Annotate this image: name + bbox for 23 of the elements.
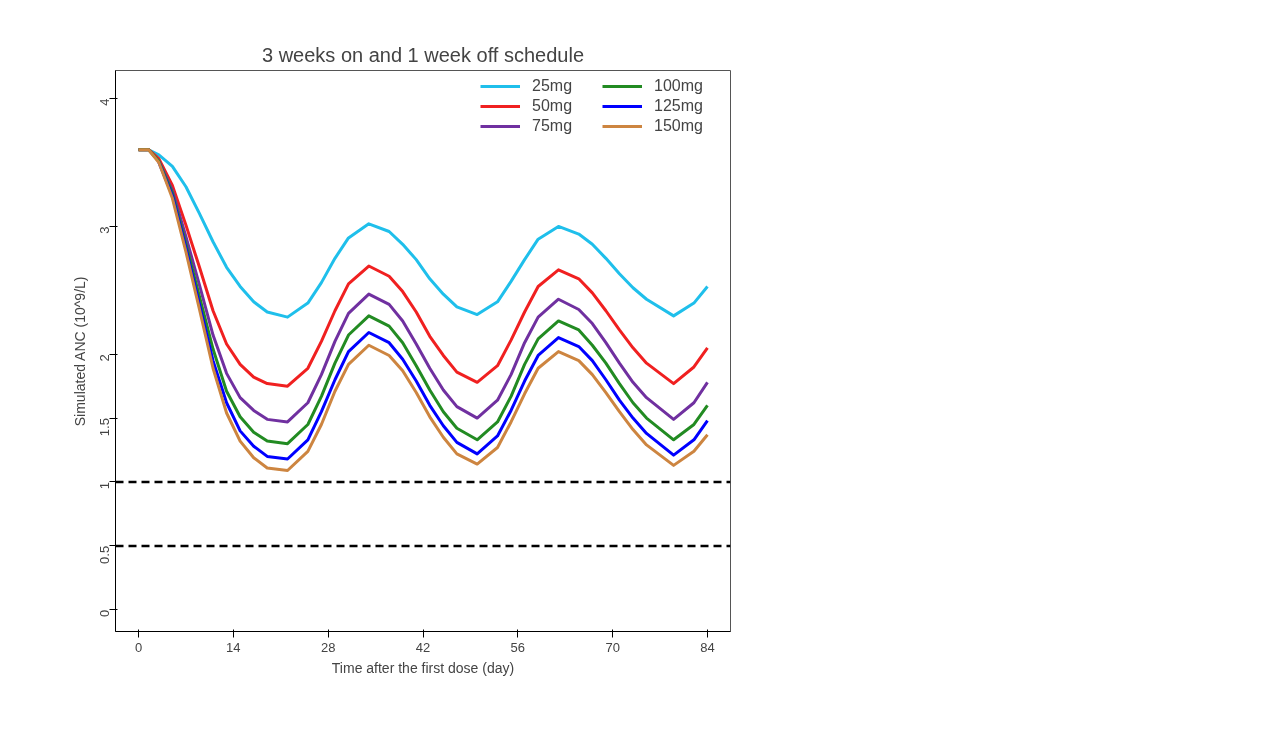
x-axis-title: Time after the first dose (day): [331, 659, 515, 676]
y-tick-label: 2: [97, 354, 112, 362]
legend-label: 150mg: [654, 117, 704, 135]
x-tick-label: 28: [320, 639, 336, 655]
x-tick-label: 84: [700, 639, 715, 655]
y-tick-label: 0: [97, 609, 112, 618]
y-tick-label: 4: [97, 98, 112, 106]
legend-label: 25mg: [532, 77, 574, 95]
legend-label: 50mg: [532, 97, 574, 115]
x-tick-label: 70: [605, 639, 620, 655]
y-tick-label: 0.5: [97, 545, 112, 564]
legend-label: 100mg: [654, 77, 704, 95]
y-tick-label: 1: [97, 481, 112, 490]
chart-title: 3 weeks on and 1 week off schedule: [261, 43, 585, 66]
x-tick-label: 14: [226, 639, 241, 655]
y-tick-label: 3: [97, 226, 112, 234]
y-axis-title: Simulated ANC (10^9/L): [71, 276, 88, 427]
legend-label: 125mg: [654, 97, 704, 115]
y-tick-label: 1.5: [97, 418, 112, 437]
x-tick-label: 56: [510, 639, 526, 655]
legend-label: 75mg: [532, 117, 574, 135]
x-tick-label: 42: [415, 639, 431, 655]
x-tick-label: 0: [134, 639, 143, 655]
